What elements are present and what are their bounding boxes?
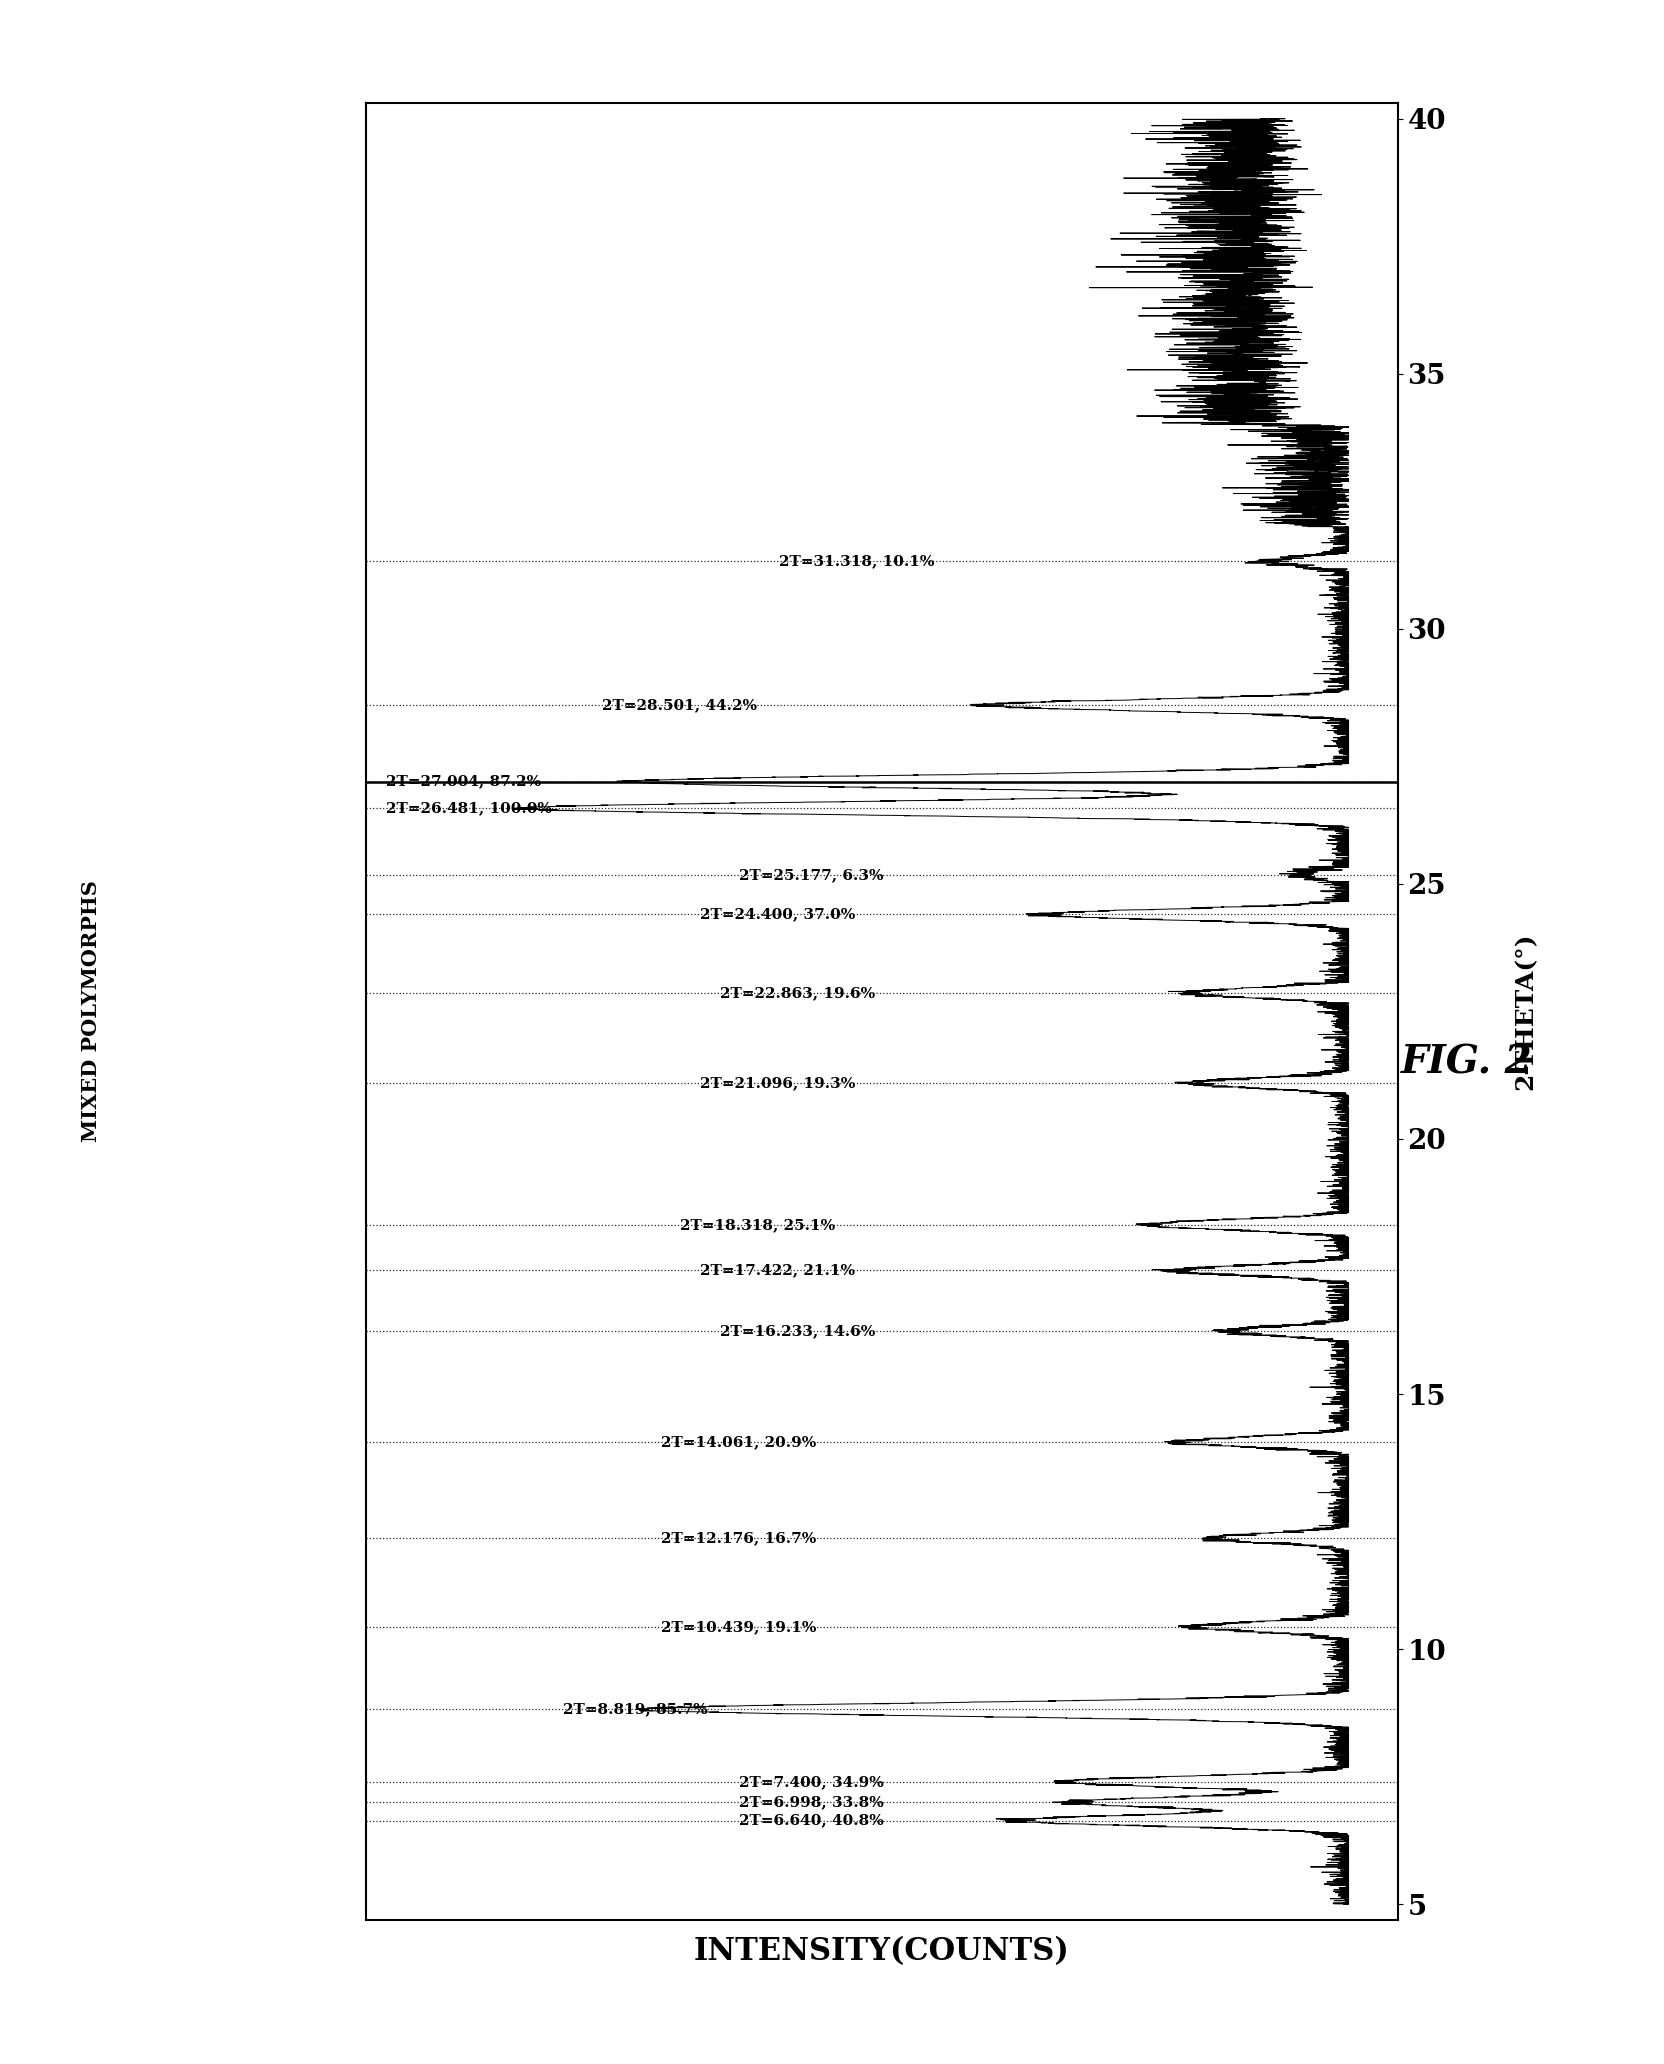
Text: FIG. 2: FIG. 2 [1401,1044,1533,1082]
Text: 2T=17.422, 21.1%: 2T=17.422, 21.1% [701,1263,855,1278]
Text: 2T=31.318, 10.1%: 2T=31.318, 10.1% [779,555,934,568]
Text: 2T=8.819, 85.7%: 2T=8.819, 85.7% [562,1703,707,1717]
Text: 2T=16.233, 14.6%: 2T=16.233, 14.6% [721,1325,875,1337]
Text: 2-THETA(°): 2-THETA(°) [1514,933,1538,1090]
Text: 2T=25.177, 6.3%: 2T=25.177, 6.3% [739,867,884,881]
Text: 2T=22.863, 19.6%: 2T=22.863, 19.6% [721,987,875,999]
Text: 2T=24.400, 37.0%: 2T=24.400, 37.0% [701,908,855,921]
X-axis label: INTENSITY(COUNTS): INTENSITY(COUNTS) [694,1936,1070,1967]
Text: 2T=6.640, 40.8%: 2T=6.640, 40.8% [739,1814,884,1827]
Text: 2T=10.439, 19.1%: 2T=10.439, 19.1% [661,1620,817,1635]
Text: MIXED POLYMORPHS: MIXED POLYMORPHS [82,881,102,1141]
Text: 2T=26.481, 100.0%: 2T=26.481, 100.0% [386,801,551,815]
Text: 2T=18.318, 25.1%: 2T=18.318, 25.1% [681,1218,835,1232]
Text: 2T=27.004, 87.2%: 2T=27.004, 87.2% [386,774,541,788]
Text: 2T=12.176, 16.7%: 2T=12.176, 16.7% [661,1531,815,1546]
Text: 2T=7.400, 34.9%: 2T=7.400, 34.9% [739,1775,884,1789]
Text: 2T=28.501, 44.2%: 2T=28.501, 44.2% [602,698,757,712]
Text: 2T=21.096, 19.3%: 2T=21.096, 19.3% [701,1075,855,1090]
Text: 2T=6.998, 33.8%: 2T=6.998, 33.8% [739,1796,884,1810]
Text: 2T=14.061, 20.9%: 2T=14.061, 20.9% [661,1434,815,1449]
